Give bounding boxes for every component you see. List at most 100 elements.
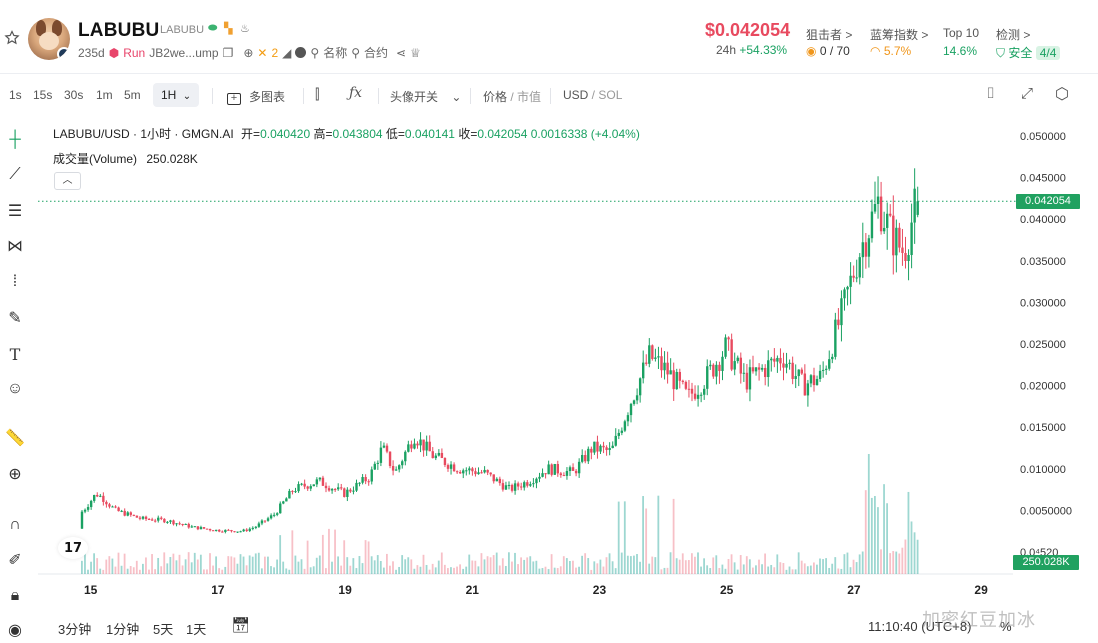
percent-toggle[interactable]: % <box>1000 619 1012 634</box>
settings-icon[interactable]: ⬡ <box>1055 86 1069 103</box>
candle <box>882 227 886 232</box>
volume-bar <box>398 566 400 574</box>
volume-bar <box>422 554 425 574</box>
bluechip-stat[interactable]: 蓝筹指数 > ◠ 5.7% <box>870 26 928 58</box>
share-icon[interactable]: ⋖ <box>396 45 407 60</box>
calendar-range-icon[interactable]: 📅︎ <box>231 617 251 634</box>
fullscreen-icon[interactable]: ⤢ <box>1021 85 1034 102</box>
interval-15s[interactable]: 15s <box>33 88 53 102</box>
indicators-icon[interactable]: ƒx <box>349 85 363 101</box>
bluechip-value: 5.7% <box>883 44 912 58</box>
contract-address[interactable]: JB2we...ump <box>149 45 219 60</box>
candle <box>93 495 96 501</box>
volume-bar <box>462 568 465 574</box>
lock-drawing-icon[interactable]: ✐ <box>8 552 22 569</box>
search-name-icon[interactable]: ⚲ <box>310 45 320 60</box>
range-1m[interactable]: 1分钟 <box>106 622 140 637</box>
text-tool-icon[interactable]: T <box>9 344 21 364</box>
range-5d[interactable]: 5天 <box>153 622 174 637</box>
horizontal-lines-icon[interactable]: ☰ <box>7 203 23 220</box>
quote-toggle[interactable]: USD / SOL <box>563 88 623 102</box>
lock-icon[interactable]: 🔒︎ <box>10 587 20 604</box>
avatar-switch-dropdown[interactable]: 头像开关 ⌄ <box>390 88 461 105</box>
volume-bar <box>312 566 315 574</box>
x-twitter-icon[interactable]: ✕ <box>257 45 268 60</box>
search-name-link[interactable]: 名称 <box>323 46 348 60</box>
detect-stat[interactable]: 检测 > ⛉ 安全 4/4 <box>996 26 1061 60</box>
candle-type-icon[interactable]: ⫿ <box>315 86 320 102</box>
telegram-icon[interactable]: ◢ <box>282 45 292 60</box>
interval-5m[interactable]: 5m <box>124 88 141 102</box>
volume-bar <box>334 529 336 574</box>
volume-bar <box>681 553 684 574</box>
range-1d[interactable]: 1天 <box>186 622 207 637</box>
fib-icon[interactable]: ⁞ <box>12 273 18 290</box>
volume-bar <box>349 565 352 574</box>
snipers-stat[interactable]: 狙击者 > ◉ 0 / 70 <box>806 26 852 58</box>
candle <box>413 443 416 449</box>
volume-bar <box>434 567 437 574</box>
candle <box>99 495 102 497</box>
high-value: 0.043804 <box>332 127 383 141</box>
chart-toolbar: 1s 15s 30s 1m 5m 1H ⌄ + 多图表 ⫿ ƒx 头像开关 ⌄ 价… <box>0 80 1098 110</box>
clock-time[interactable]: 11:10:40 (UTC+8) <box>868 619 972 634</box>
candle <box>764 367 767 378</box>
interval-selector[interactable]: 1H ⌄ <box>153 83 200 107</box>
volume-bar <box>764 553 766 574</box>
multi-chart-button[interactable]: + 多图表 <box>227 88 285 105</box>
volume-bar <box>248 555 251 574</box>
candle <box>916 201 919 215</box>
volume-bar <box>373 560 376 574</box>
candle <box>419 439 422 446</box>
candle <box>276 513 279 515</box>
candle <box>718 364 721 371</box>
candle <box>767 360 770 378</box>
ruler-icon[interactable]: 📏 <box>5 430 25 447</box>
crown-icon[interactable]: ♕ <box>410 45 421 60</box>
range-3m[interactable]: 3分钟 <box>58 622 92 637</box>
menu-circle-icon[interactable] <box>295 47 307 58</box>
emoji-icon[interactable]: ☺ <box>6 380 24 397</box>
interval-30s[interactable]: 30s <box>64 88 84 102</box>
volume-bar <box>337 556 339 574</box>
price-chart[interactable]: 0.050000 0.045000 0.040000 0.035000 0.030000… <box>38 112 1098 607</box>
favorite-star-icon[interactable] <box>4 30 20 46</box>
volume-bar <box>270 566 272 574</box>
brush-icon[interactable]: ✎ <box>8 310 22 327</box>
zoom-in-icon[interactable]: ⊕ <box>8 466 22 483</box>
candle <box>416 443 419 446</box>
volume-bar <box>343 540 346 574</box>
collapse-legend-button[interactable]: ︿ <box>54 172 81 190</box>
camera-icon[interactable]: ⌷ <box>986 85 996 102</box>
trend-line-icon[interactable]: ⟋ <box>9 166 21 183</box>
pattern-icon[interactable]: ⋈ <box>7 238 23 255</box>
eye-icon[interactable]: ◉ <box>8 622 22 639</box>
volume-bar <box>187 552 190 574</box>
copy-icon[interactable]: ❐ <box>222 45 234 60</box>
search-contract-icon[interactable]: ⚲ <box>351 45 360 60</box>
tradingview-logo[interactable]: 𝟭𝟳 <box>58 537 88 559</box>
candle <box>474 471 477 475</box>
top10-stat[interactable]: Top 10 14.6% <box>943 26 979 58</box>
volume-bar <box>767 566 770 574</box>
candle <box>120 510 123 512</box>
search-contract-link[interactable]: 合约 <box>364 46 389 60</box>
price-mcap-toggle[interactable]: 价格 / 市值 <box>483 90 542 104</box>
candle <box>599 445 602 452</box>
volume-bar <box>306 540 309 574</box>
crosshair-icon[interactable]: ┼ <box>9 131 21 148</box>
website-icon[interactable]: ⊕ <box>243 45 254 60</box>
magnet-icon[interactable]: ∩ <box>9 516 21 533</box>
interval-1s[interactable]: 1s <box>9 88 22 102</box>
candle <box>699 394 703 396</box>
candle <box>407 444 410 452</box>
candle <box>425 441 428 451</box>
volume-bar <box>718 568 721 574</box>
candle <box>141 516 145 519</box>
x-tick-label: 19 <box>338 583 352 597</box>
volume-bar <box>230 556 233 574</box>
candle <box>370 469 373 482</box>
candle <box>428 441 431 452</box>
interval-1m[interactable]: 1m <box>96 88 113 102</box>
volume-bar <box>346 557 349 574</box>
